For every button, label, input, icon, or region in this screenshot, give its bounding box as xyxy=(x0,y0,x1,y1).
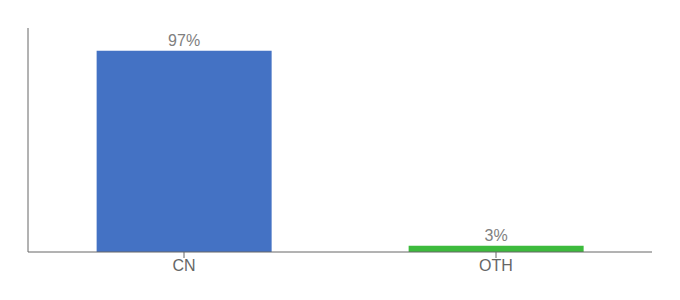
svg-text:3%: 3% xyxy=(485,227,508,244)
svg-text:OTH: OTH xyxy=(479,257,513,274)
svg-text:97%: 97% xyxy=(168,32,200,49)
svg-text:CN: CN xyxy=(172,257,195,274)
